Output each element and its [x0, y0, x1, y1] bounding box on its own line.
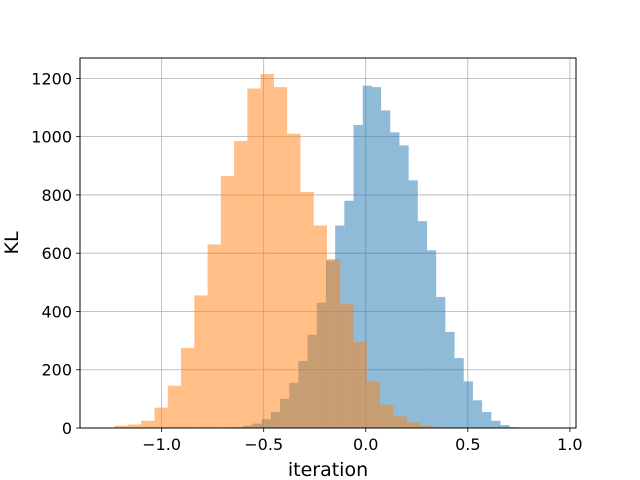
- histogram-bar: [380, 404, 394, 428]
- histogram-bar: [381, 110, 391, 428]
- bars: [114, 74, 519, 429]
- histogram-bar: [154, 407, 168, 428]
- histogram-bar: [234, 141, 248, 428]
- histogram-bar: [220, 175, 235, 428]
- histogram-bar: [445, 331, 455, 428]
- histogram-bar: [390, 132, 400, 429]
- histogram-bar: [300, 192, 314, 428]
- y-axis-label: KL: [1, 231, 23, 254]
- axis-ticks: −1.0 −0.5 0.0 0.5 1.0 0 200 400 600 800 1000 1200: [31, 69, 582, 454]
- histogram-bar: [362, 85, 372, 429]
- histogram-bar: [247, 88, 261, 429]
- histogram-bar: [426, 250, 437, 428]
- histogram-bar: [340, 304, 354, 428]
- histogram-bar: [260, 74, 274, 428]
- plot-frame: [79, 57, 577, 429]
- histogram-bar: [393, 416, 407, 428]
- histogram-bar: [114, 425, 128, 428]
- y-tick-label: 400: [41, 302, 72, 321]
- histogram-bar: [408, 180, 418, 428]
- x-tick-label: 1.0: [557, 435, 582, 454]
- y-tick-label: 1200: [31, 69, 72, 88]
- histogram-bar: [463, 381, 473, 428]
- histogram-bar: [482, 411, 492, 428]
- histogram-bar: [141, 420, 155, 428]
- x-tick-label: 0.0: [353, 435, 378, 454]
- histogram-bar: [500, 425, 510, 428]
- y-tick-label: 0: [62, 419, 72, 438]
- histogram-bar: [419, 425, 434, 428]
- histogram-bar: [366, 381, 381, 428]
- histogram-bar: [472, 400, 483, 428]
- y-tick-label: 1000: [31, 128, 72, 147]
- y-tick-label: 200: [41, 361, 72, 380]
- y-tick-label: 600: [41, 244, 72, 263]
- histogram-bar: [181, 347, 195, 428]
- histogram-bar: [313, 225, 327, 428]
- histogram-bar: [491, 420, 501, 428]
- histogram-bar: [406, 422, 420, 428]
- histogram-bar: [371, 87, 382, 429]
- histogram-bar: [353, 342, 367, 428]
- x-axis-label: iteration: [288, 459, 368, 480]
- histogram-bar: [417, 221, 427, 428]
- x-tick-label: 0.5: [455, 435, 480, 454]
- histogram-bar: [326, 259, 341, 428]
- histogram-bar: [273, 87, 288, 429]
- histogram-bar: [353, 125, 363, 428]
- histogram-bar: [167, 385, 182, 428]
- x-tick-label: −0.5: [244, 435, 283, 454]
- histogram-bar: [287, 133, 301, 428]
- histogram-bar: [436, 296, 446, 428]
- histogram-bar: [194, 295, 208, 428]
- histogram-bar: [454, 358, 464, 428]
- y-tick-label: 800: [41, 186, 72, 205]
- x-tick-label: −1.0: [142, 435, 181, 454]
- histogram-bar: [207, 244, 221, 428]
- histogram-bar: [399, 145, 409, 428]
- histogram-bar: [127, 424, 142, 428]
